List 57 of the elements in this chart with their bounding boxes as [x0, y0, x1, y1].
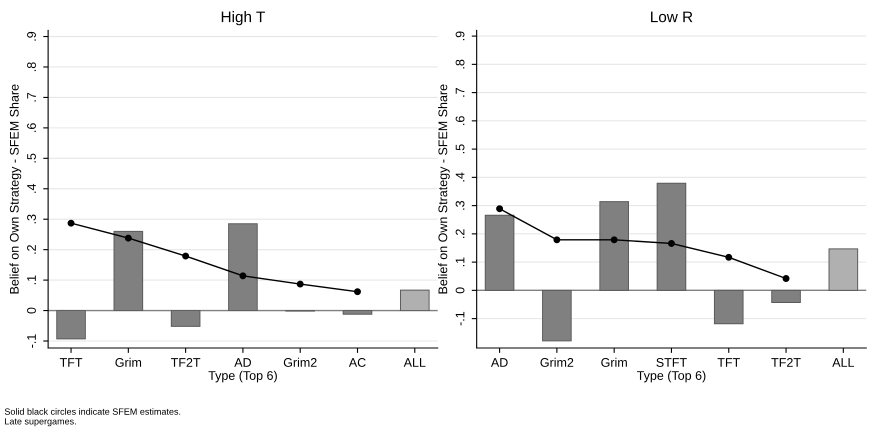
- y-tick-label: .4: [27, 184, 36, 193]
- x-tick-label: AC: [348, 358, 366, 367]
- x-tick-label: TFT: [60, 358, 82, 367]
- y-tick-label: .3: [27, 214, 36, 224]
- chart-title: Low R: [651, 12, 692, 22]
- x-axis-title: Type (Top 6): [637, 370, 706, 382]
- y-tick-label: .5: [456, 144, 464, 154]
- point: [496, 205, 504, 212]
- x-tick-label: TF2T: [170, 358, 200, 367]
- x-tick-label: TFT: [718, 358, 740, 367]
- y-tick-label: .2: [456, 229, 464, 238]
- y-tick-label: .9: [27, 32, 36, 41]
- bar: [400, 290, 430, 312]
- x-tick-label: AD: [490, 358, 508, 367]
- text: Solid black circles indicate SFEM estimates. Late supergames.: [4, 408, 180, 426]
- x-tick-label: Grim: [601, 358, 627, 367]
- x-tick-label: Grim2: [540, 358, 574, 367]
- point: [182, 252, 190, 260]
- y-tick-label: .7: [456, 88, 464, 97]
- x-tick-label: Grim: [115, 358, 142, 367]
- y-tick-label: 0: [27, 308, 36, 314]
- point: [725, 254, 732, 261]
- y-tick-label: .8: [27, 62, 36, 72]
- y-tick-label: .4: [456, 172, 464, 182]
- y-tick-label: .9: [456, 31, 464, 40]
- x-tick-label: STFT: [656, 358, 687, 367]
- chart-title: High T: [222, 11, 265, 26]
- point: [239, 272, 246, 280]
- point: [668, 240, 675, 247]
- y-tick-label: .1: [27, 276, 36, 284]
- point: [124, 234, 132, 242]
- y-tick-label: .7: [27, 92, 36, 102]
- x-tick-label: Grim2: [284, 358, 317, 367]
- y-tick-label: -.1: [27, 334, 36, 348]
- y-tick-label: .3: [456, 200, 464, 210]
- x-tick-label: TF2T: [771, 358, 801, 367]
- y-tick-label: .2: [27, 245, 36, 254]
- point: [610, 236, 618, 244]
- y-tick-label: .6: [456, 116, 464, 125]
- y-tick-label: 0: [456, 287, 464, 294]
- y-tick-label: .1: [456, 258, 464, 266]
- x-tick-label: AD: [234, 358, 251, 367]
- y-tick-label: -.1: [456, 312, 464, 326]
- point: [68, 220, 75, 227]
- point: [296, 280, 304, 288]
- point: [782, 275, 790, 282]
- x-axis-title: Type (Top 6): [208, 370, 277, 382]
- point: [354, 288, 361, 296]
- bar: [828, 248, 858, 291]
- point: [553, 236, 560, 244]
- y-axis-title: Belief on Own Strategy - SFEM Share: [438, 84, 450, 294]
- y-tick-label: .6: [27, 123, 36, 132]
- x-tick-label: ALL: [404, 358, 426, 367]
- x-tick-label: ALL: [832, 358, 854, 367]
- y-axis-title: Belief on Own Strategy - SFEM Share: [10, 84, 22, 294]
- y-tick-label: .8: [456, 60, 464, 68]
- y-tick-label: .5: [27, 154, 36, 162]
